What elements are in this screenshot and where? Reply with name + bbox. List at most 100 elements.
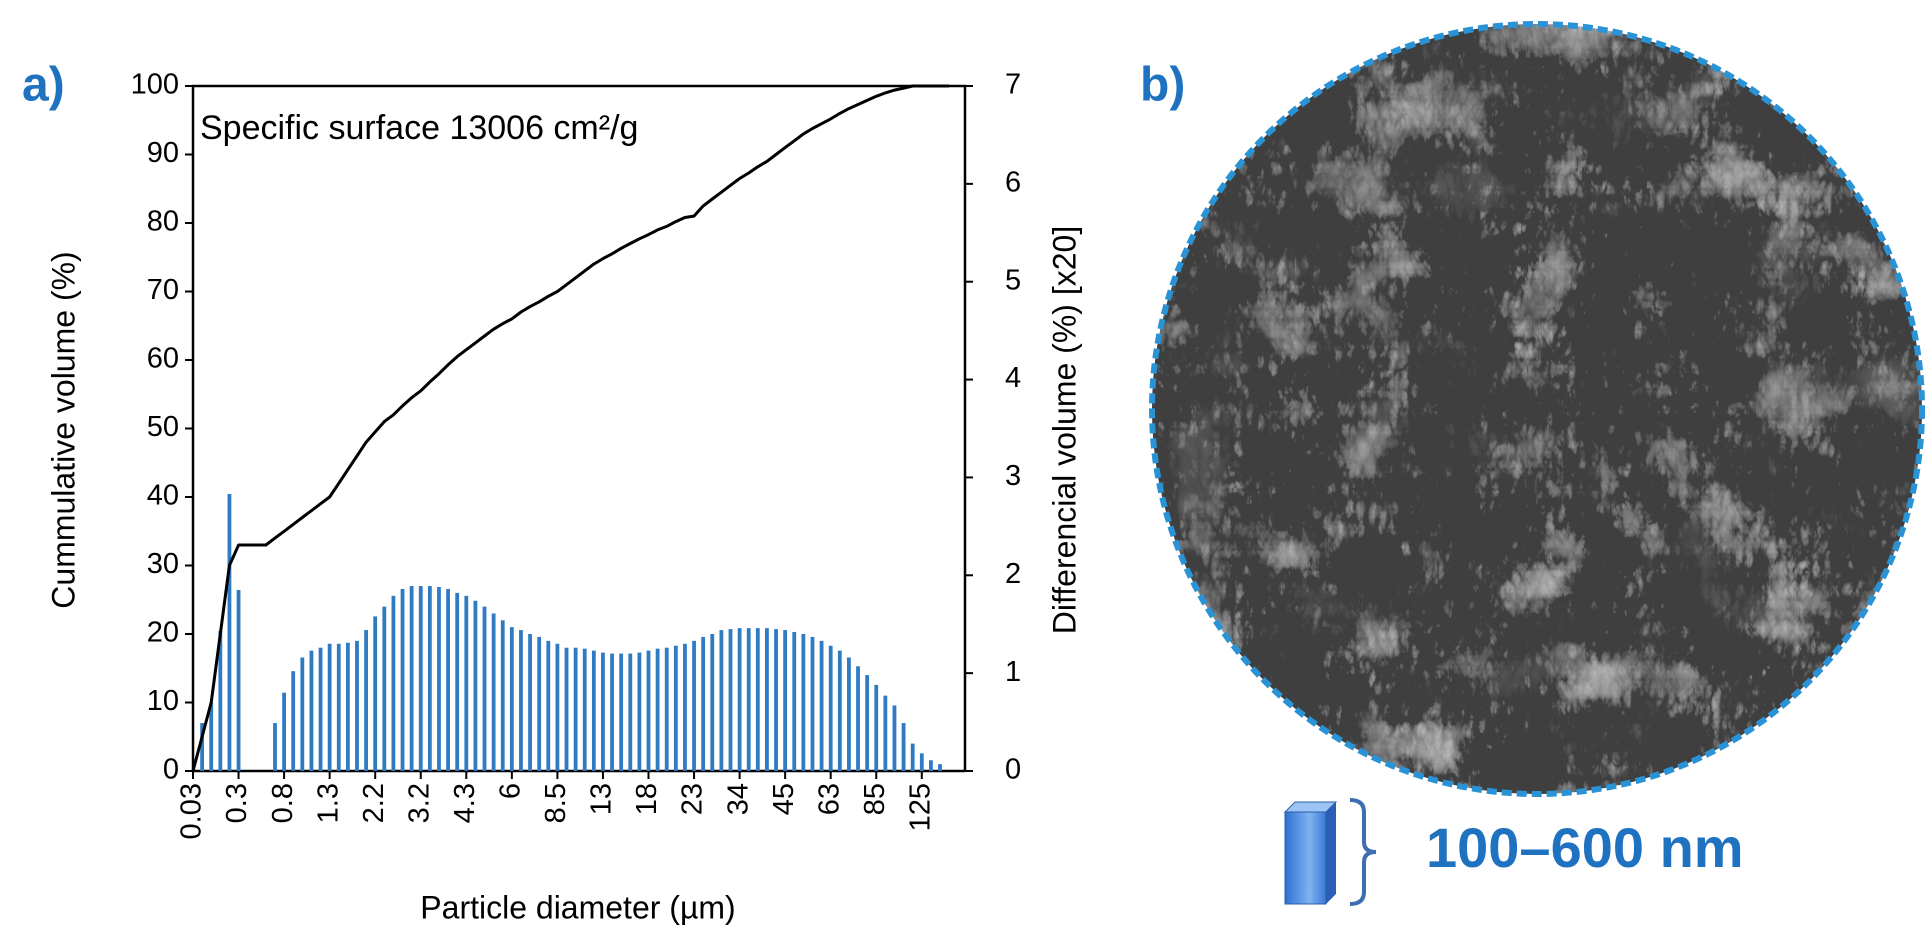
- bar: [464, 595, 469, 771]
- bar: [355, 640, 359, 771]
- bar: [837, 650, 842, 771]
- x-tick-label: 0.8: [267, 783, 299, 823]
- bar: [774, 629, 778, 771]
- bar: [847, 657, 851, 771]
- bar: [746, 628, 751, 771]
- y-tick-label: 30: [147, 548, 179, 580]
- bar: [601, 652, 605, 771]
- x-tick-label: 2.2: [358, 783, 390, 823]
- x-tick-label: 3.2: [403, 783, 435, 823]
- bar: [719, 630, 724, 771]
- y-tick-label: 90: [147, 137, 179, 169]
- bar: [591, 650, 596, 771]
- x-tick-label: 23: [677, 783, 709, 815]
- image-border: [1149, 21, 1925, 797]
- bar: [409, 586, 414, 771]
- bar: [910, 743, 915, 771]
- bar: [573, 647, 578, 771]
- y2-tick-label: 1: [1005, 656, 1021, 688]
- bar: [856, 666, 860, 771]
- scale-label: 100–600 nm: [1426, 816, 1744, 879]
- bar: [901, 723, 906, 771]
- bar: [437, 587, 441, 771]
- line: [191, 84, 950, 772]
- y2-axis-title: Differencial volume (%) [x20]: [1046, 226, 1082, 634]
- sem-image: [1152, 24, 1922, 794]
- bar: [874, 684, 879, 771]
- bar: [828, 645, 833, 771]
- bar: [528, 634, 532, 771]
- bar: [637, 652, 642, 771]
- x-tick-label: 125: [904, 783, 936, 831]
- x-tick-label: 45: [768, 783, 800, 815]
- bar: [537, 636, 542, 771]
- y-tick-label: 100: [131, 69, 179, 101]
- bar: [273, 723, 277, 771]
- bar: [938, 764, 942, 771]
- bar: [582, 648, 587, 771]
- bar: [701, 636, 706, 771]
- bar: [491, 613, 496, 771]
- x-tick-label: 8.5: [540, 783, 572, 823]
- x-tick-label: 18: [631, 783, 663, 815]
- bar: [819, 640, 824, 771]
- y-tick-label: 10: [147, 685, 179, 717]
- bar: [400, 588, 405, 771]
- bar: [728, 629, 733, 771]
- bar: [655, 648, 660, 771]
- bar: [336, 643, 341, 771]
- bar: [318, 647, 323, 771]
- bar: [473, 600, 478, 771]
- bar: [810, 636, 815, 771]
- bar: [919, 753, 924, 771]
- bar: [345, 642, 350, 771]
- scale-icon: [1283, 798, 1377, 906]
- x-tick-label: 4.3: [449, 783, 481, 823]
- bar: [628, 653, 633, 771]
- bar: [555, 643, 560, 771]
- bar: [673, 645, 678, 771]
- y-tick-label: 70: [147, 274, 179, 306]
- bar: [801, 634, 806, 771]
- y2-tick-label: 3: [1005, 460, 1021, 492]
- bar: [282, 692, 286, 771]
- bar: [236, 589, 241, 771]
- y2-tick-label: 2: [1005, 558, 1021, 590]
- bar: [564, 647, 569, 771]
- bar: [218, 631, 223, 771]
- bar: [610, 653, 614, 771]
- bar: [619, 653, 624, 771]
- bar: [683, 643, 687, 771]
- bar: [300, 657, 305, 771]
- bar: [546, 640, 551, 771]
- bar: [509, 627, 514, 771]
- y2-tick-label: 0: [1005, 754, 1021, 786]
- bar: [327, 643, 332, 771]
- x-tick-label: 13: [586, 783, 618, 815]
- bar: [737, 628, 742, 771]
- bar: [892, 705, 897, 771]
- y-tick-label: 80: [147, 206, 179, 238]
- x-tick-label: 63: [813, 783, 845, 815]
- bar: [209, 702, 214, 771]
- y-tick-label: 0: [163, 754, 179, 786]
- bar: [227, 494, 232, 771]
- x-tick-label: 34: [722, 783, 754, 815]
- x-tick-label: 0.3: [221, 783, 253, 823]
- y2-tick-label: 4: [1005, 362, 1021, 394]
- bar: [455, 592, 460, 771]
- bar: [382, 606, 387, 771]
- bar: [783, 630, 788, 771]
- annotation: Specific surface 13006 cm²/g: [200, 109, 638, 147]
- x-tick-label: 85: [859, 783, 891, 815]
- bar: [792, 632, 797, 771]
- y2-tick-label: 5: [1005, 264, 1021, 296]
- bar: [710, 634, 715, 771]
- bar: [692, 640, 696, 771]
- bar: [482, 606, 487, 771]
- y-tick-label: 60: [147, 343, 179, 375]
- bar: [765, 628, 769, 771]
- y2-tick-label: 6: [1005, 167, 1021, 199]
- bar: [391, 595, 396, 771]
